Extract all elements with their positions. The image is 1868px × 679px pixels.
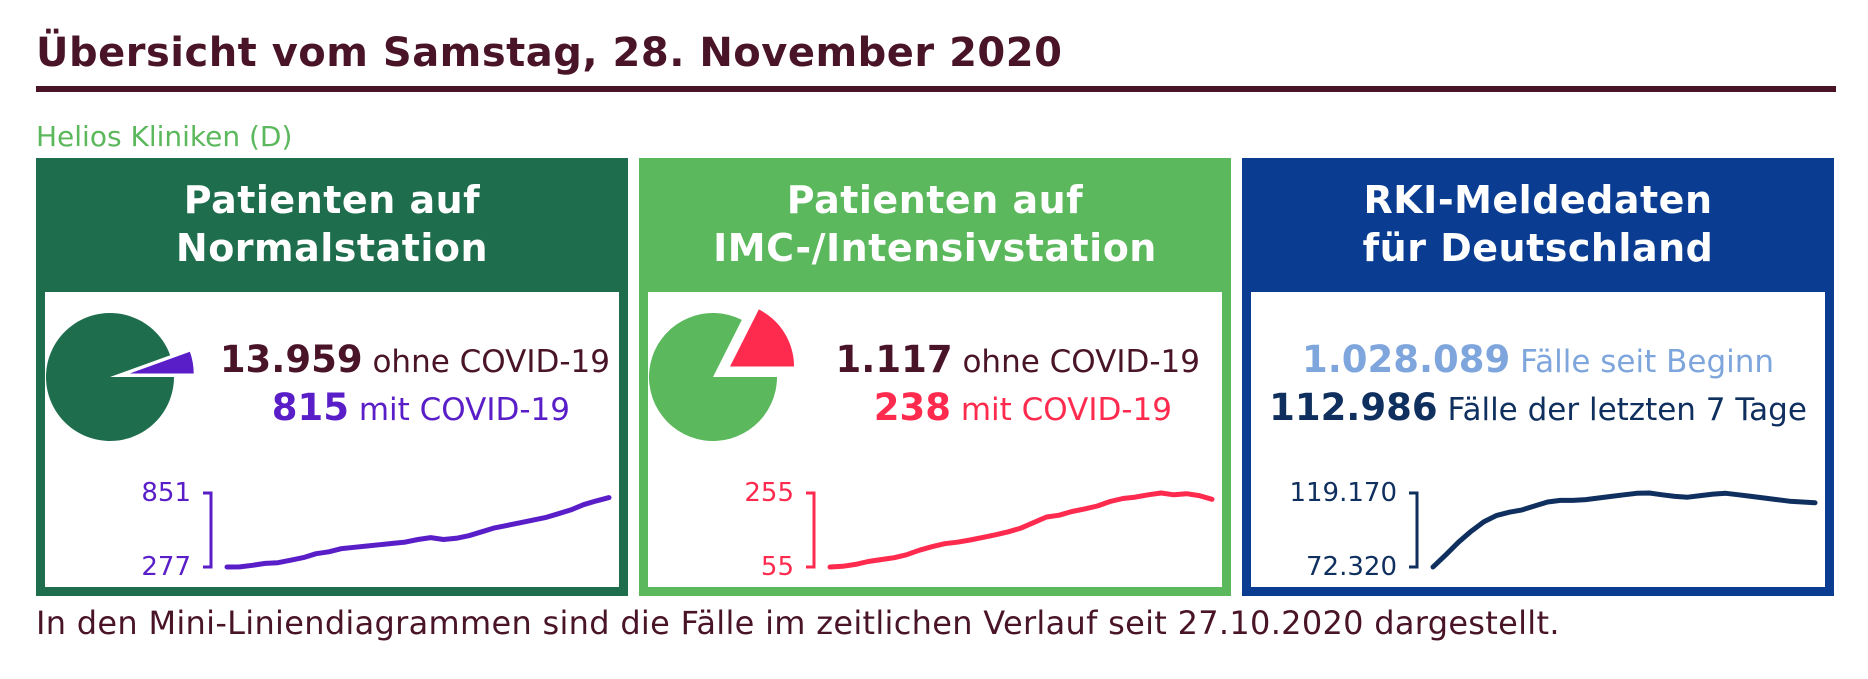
stat-weekly-cases-number: 112.986 <box>1269 386 1438 429</box>
spark-min-label: 55 <box>761 552 794 582</box>
stat-with-covid-label: mit COVID-19 <box>358 392 570 428</box>
panel-title-line1: RKI-Meldedaten <box>1363 178 1713 222</box>
pie-chart-imc <box>649 309 795 441</box>
pie-slice-without-covid <box>45 313 174 441</box>
stat-total-cases-label: Fälle seit Beginn <box>1520 344 1775 380</box>
stat-without-covid: 13.959 ohne COVID-19 <box>220 336 610 384</box>
pie-slice-with-covid <box>730 309 795 367</box>
stat-without-covid-number: 1.117 <box>835 338 953 381</box>
panel-rki-meldedaten: RKI-Meldedaten für Deutschland 1.028.089… <box>1242 158 1834 596</box>
pie-chart-normalstation <box>45 313 194 441</box>
stat-total-cases: 1.028.089 Fälle seit Beginn <box>1251 336 1825 384</box>
stat-without-covid-label: ohne COVID-19 <box>372 344 610 380</box>
pie-slice-with-covid <box>129 351 194 374</box>
pie-slice-without-covid <box>649 313 777 441</box>
panel-content: 13.959 ohne COVID-19 815 mit COVID-19 85… <box>45 292 619 587</box>
footnote: In den Mini-Liniendiagrammen sind die Fä… <box>36 604 1560 642</box>
panel-normalstation: Patienten auf Normalstation 13.959 ohne … <box>36 158 628 596</box>
title-underline <box>36 86 1836 92</box>
spark-range-bracket <box>203 491 213 569</box>
stat-without-covid-number: 13.959 <box>219 338 363 381</box>
spark-max-label: 119.170 <box>1289 478 1397 508</box>
spark-max-label: 851 <box>141 478 191 508</box>
stat-without-covid-label: ohne COVID-19 <box>962 344 1200 380</box>
panel-title-line2: für Deutschland <box>1362 226 1714 270</box>
panel-title-line1: Patienten auf <box>183 178 481 222</box>
stats-block: 13.959 ohne COVID-19 815 mit COVID-19 <box>220 336 610 432</box>
sparkline-normalstation: 851 277 <box>141 478 612 582</box>
spark-max-label: 255 <box>744 478 794 508</box>
stats-block: 1.117 ohne COVID-19 238 mit COVID-19 <box>836 336 1200 432</box>
sparkline-rki: 119.170 72.320 <box>1289 478 1818 582</box>
panel-title-line2: Normalstation <box>175 226 489 270</box>
spark-line <box>827 490 1215 570</box>
spark-line <box>1430 490 1818 570</box>
panel-title-line2: IMC-/Intensivstation <box>713 226 1157 270</box>
spark-min-label: 72.320 <box>1306 552 1397 582</box>
panel-header: RKI-Meldedaten für Deutschland <box>1242 158 1834 290</box>
stat-with-covid: 815 mit COVID-19 <box>220 384 610 432</box>
panel-content: 1.028.089 Fälle seit Beginn 112.986 Fäll… <box>1251 292 1825 587</box>
stat-weekly-cases: 112.986 Fälle der letzten 7 Tage <box>1251 384 1825 432</box>
stats-block: 1.028.089 Fälle seit Beginn 112.986 Fäll… <box>1251 336 1825 432</box>
source-label: Helios Kliniken (D) <box>36 120 293 153</box>
stat-without-covid: 1.117 ohne COVID-19 <box>836 336 1200 384</box>
stat-with-covid-number: 815 <box>271 386 349 429</box>
stat-weekly-cases-label: Fälle der letzten 7 Tage <box>1447 392 1807 428</box>
spark-range-bracket <box>806 491 816 569</box>
page-title: Übersicht vom Samstag, 28. November 2020 <box>36 30 1063 76</box>
panel-title-line1: Patienten auf <box>786 178 1084 222</box>
spark-min-label: 277 <box>141 552 191 582</box>
panel-header: Patienten auf IMC-/Intensivstation <box>639 158 1231 290</box>
stat-with-covid: 238 mit COVID-19 <box>836 384 1200 432</box>
spark-range-bracket <box>1409 491 1419 569</box>
stat-with-covid-number: 238 <box>873 386 951 429</box>
panel-header: Patienten auf Normalstation <box>36 158 628 290</box>
panel-content: 1.117 ohne COVID-19 238 mit COVID-19 255… <box>648 292 1222 587</box>
sparkline-imc: 255 55 <box>744 478 1215 582</box>
spark-line <box>224 495 612 570</box>
panel-imc-intensivstation: Patienten auf IMC-/Intensivstation 1.117… <box>639 158 1231 596</box>
stat-total-cases-number: 1.028.089 <box>1301 338 1511 381</box>
stat-with-covid-label: mit COVID-19 <box>960 392 1172 428</box>
